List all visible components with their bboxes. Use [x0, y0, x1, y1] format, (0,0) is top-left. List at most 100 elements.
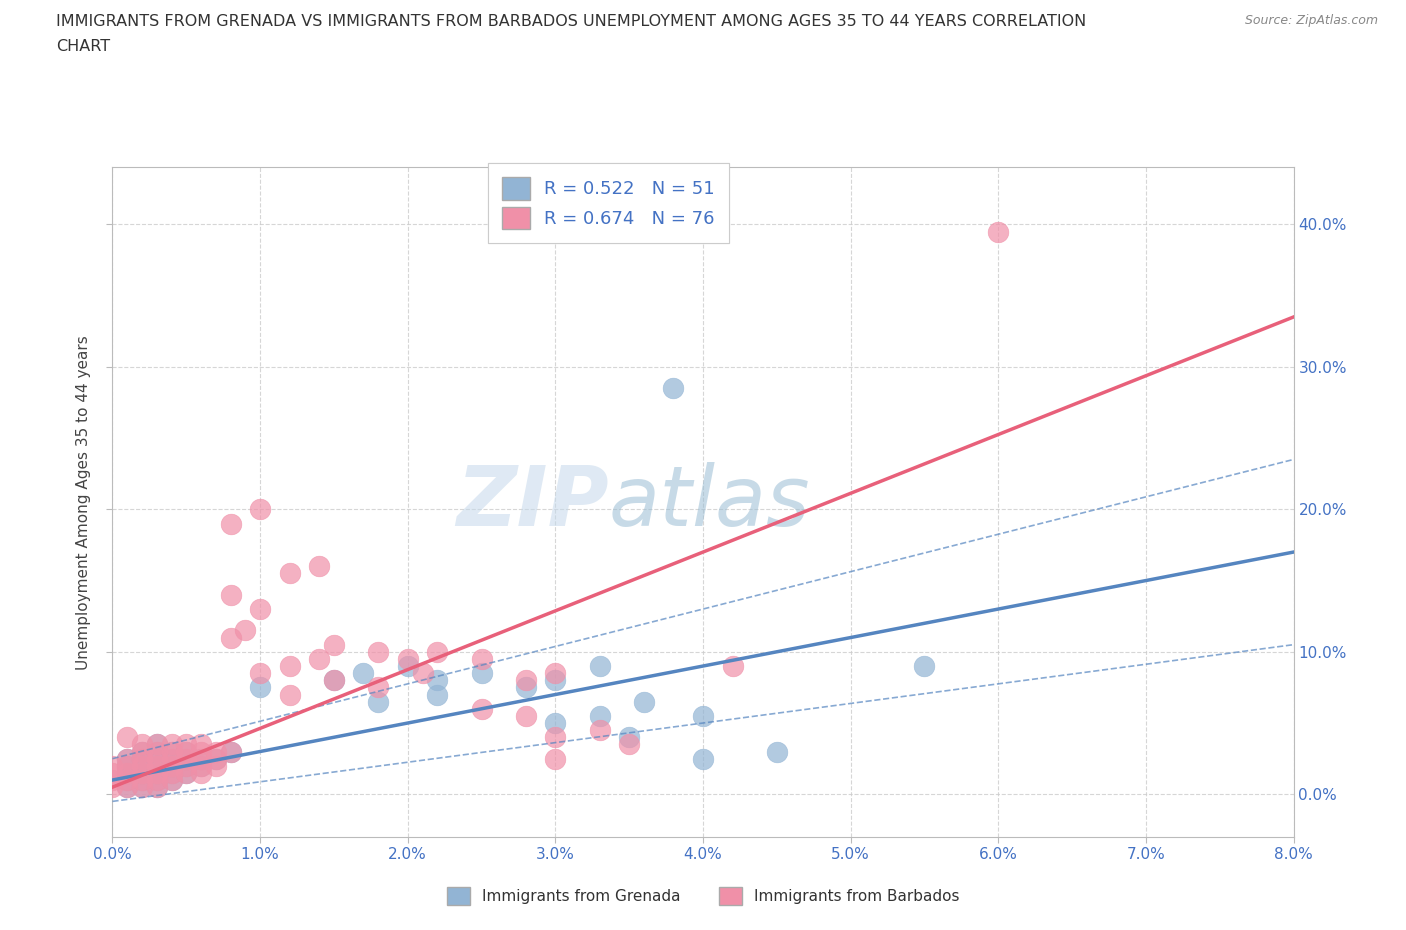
Y-axis label: Unemployment Among Ages 35 to 44 years: Unemployment Among Ages 35 to 44 years [76, 335, 91, 670]
Point [219, 744, 242, 759]
Point [367, 644, 389, 659]
Point [249, 680, 271, 695]
Point [174, 751, 197, 766]
Point [117, 758, 138, 773]
Point [544, 715, 567, 730]
Point [160, 751, 183, 766]
Point [131, 758, 153, 773]
Point [205, 744, 228, 759]
Point [588, 658, 610, 673]
Point [174, 765, 197, 780]
Point [721, 658, 744, 673]
Point [101, 758, 124, 773]
Point [190, 758, 212, 773]
Point [914, 658, 936, 673]
Point [515, 680, 537, 695]
Point [131, 773, 153, 788]
Point [117, 779, 138, 794]
Point [160, 773, 183, 788]
Point [131, 737, 153, 751]
Point [160, 744, 183, 759]
Point [146, 773, 169, 788]
Point [367, 694, 389, 709]
Point [588, 723, 610, 737]
Point [544, 666, 567, 681]
Point [146, 765, 169, 780]
Point [146, 779, 169, 794]
Point [396, 652, 419, 667]
Point [765, 744, 787, 759]
Point [987, 224, 1010, 239]
Point [544, 672, 567, 687]
Point [308, 652, 330, 667]
Point [249, 502, 271, 517]
Point [131, 744, 153, 759]
Point [190, 737, 212, 751]
Point [117, 765, 138, 780]
Point [131, 744, 153, 759]
Legend: R = 0.522   N = 51, R = 0.674   N = 76: R = 0.522 N = 51, R = 0.674 N = 76 [488, 163, 730, 244]
Point [174, 751, 197, 766]
Point [146, 758, 169, 773]
Point [101, 773, 124, 788]
Point [205, 751, 228, 766]
Point [160, 765, 183, 780]
Point [174, 765, 197, 780]
Point [174, 744, 197, 759]
Point [131, 751, 153, 766]
Point [117, 779, 138, 794]
Point [131, 765, 153, 780]
Point [160, 751, 183, 766]
Point [278, 658, 301, 673]
Point [160, 758, 183, 773]
Point [323, 672, 346, 687]
Point [160, 737, 183, 751]
Point [101, 765, 124, 780]
Point [146, 779, 169, 794]
Point [146, 744, 169, 759]
Point [662, 380, 685, 395]
Point [174, 758, 197, 773]
Point [205, 758, 228, 773]
Point [412, 666, 434, 681]
Point [396, 658, 419, 673]
Point [117, 751, 138, 766]
Point [219, 631, 242, 645]
Point [219, 744, 242, 759]
Point [146, 744, 169, 759]
Point [117, 773, 138, 788]
Point [323, 672, 346, 687]
Point [146, 751, 169, 766]
Point [190, 751, 212, 766]
Point [131, 779, 153, 794]
Point [174, 758, 197, 773]
Point [117, 751, 138, 766]
Text: ZIP: ZIP [456, 461, 609, 543]
Point [633, 694, 655, 709]
Point [117, 730, 138, 745]
Point [117, 765, 138, 780]
Point [160, 758, 183, 773]
Point [471, 701, 494, 716]
Point [515, 672, 537, 687]
Point [352, 666, 374, 681]
Point [160, 744, 183, 759]
Point [160, 765, 183, 780]
Point [323, 637, 346, 652]
Point [117, 758, 138, 773]
Point [131, 765, 153, 780]
Point [544, 751, 567, 766]
Point [146, 737, 169, 751]
Point [544, 730, 567, 745]
Point [146, 737, 169, 751]
Point [131, 779, 153, 794]
Point [174, 737, 197, 751]
Point [190, 751, 212, 766]
Text: atlas: atlas [609, 461, 810, 543]
Point [308, 559, 330, 574]
Text: IMMIGRANTS FROM GRENADA VS IMMIGRANTS FROM BARBADOS UNEMPLOYMENT AMONG AGES 35 T: IMMIGRANTS FROM GRENADA VS IMMIGRANTS FR… [56, 14, 1087, 29]
Point [471, 652, 494, 667]
Point [205, 751, 228, 766]
Point [619, 730, 641, 745]
Point [367, 680, 389, 695]
